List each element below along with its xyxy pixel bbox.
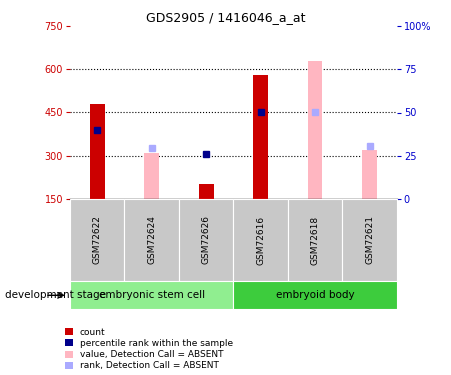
Bar [253, 75, 268, 199]
Bar [288, 199, 342, 281]
Bar [342, 199, 397, 281]
Bar [198, 184, 214, 199]
Bar [70, 199, 124, 281]
Bar [144, 153, 159, 199]
Text: GSM72618: GSM72618 [311, 215, 320, 265]
Legend: count, percentile rank within the sample, value, Detection Call = ABSENT, rank, : count, percentile rank within the sample… [65, 328, 233, 370]
Text: GSM72621: GSM72621 [365, 216, 374, 264]
Bar [234, 281, 397, 309]
Text: development stage: development stage [5, 290, 106, 300]
Text: embryoid body: embryoid body [276, 290, 354, 300]
Text: embryonic stem cell: embryonic stem cell [99, 290, 205, 300]
Bar [308, 61, 322, 199]
Bar [124, 199, 179, 281]
Bar [362, 150, 377, 199]
Bar [70, 281, 234, 309]
Text: GSM72622: GSM72622 [92, 216, 101, 264]
Text: GSM72624: GSM72624 [147, 216, 156, 264]
Text: GSM72626: GSM72626 [202, 216, 211, 264]
Bar [89, 104, 105, 199]
Text: GDS2905 / 1416046_a_at: GDS2905 / 1416046_a_at [146, 11, 305, 24]
Bar [179, 199, 234, 281]
Bar [234, 199, 288, 281]
Text: GSM72616: GSM72616 [256, 215, 265, 265]
